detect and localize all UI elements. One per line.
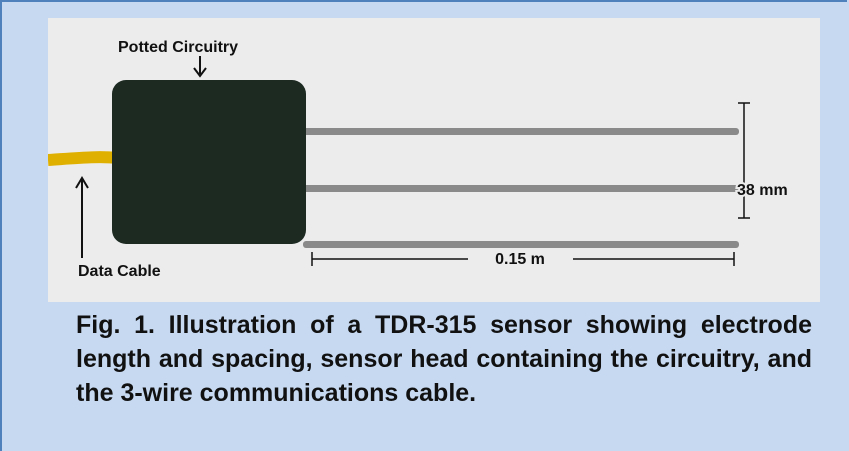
arrow: [193, 56, 207, 78]
cable: [48, 151, 119, 166]
sensor-photo: Potted Circuitry Data Cable 38 mm 0.15 m: [48, 18, 820, 302]
label-spacing: 38 mm: [737, 182, 788, 199]
sensor-head: [112, 80, 306, 244]
label-cable: Data Cable: [78, 263, 161, 280]
dimension-line: [738, 102, 750, 219]
label-length: 0.15 m: [495, 251, 545, 268]
electrodes: [303, 128, 739, 248]
label-potted: Potted Circuitry: [118, 39, 238, 56]
dimension-line: [311, 252, 735, 266]
arrow: [75, 176, 89, 258]
caption: Fig. 1. Illustration of a TDR-315 sensor…: [76, 311, 812, 407]
